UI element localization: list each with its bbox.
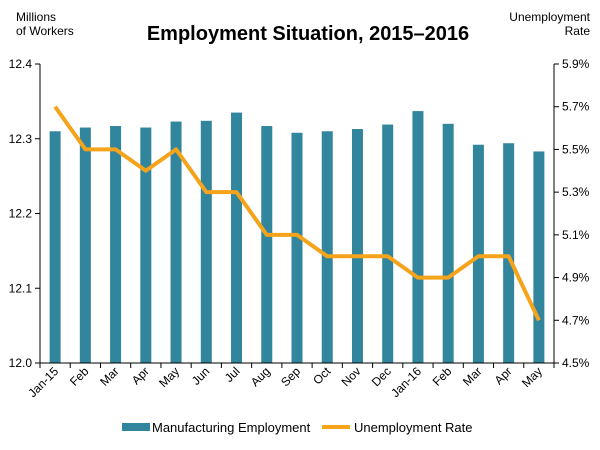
left-axis-tick-label: 12.0 xyxy=(9,356,33,370)
left-axis-label-line1: Millions xyxy=(16,10,56,24)
left-axis-tick-label: 12.2 xyxy=(9,207,33,221)
bar xyxy=(472,144,484,363)
right-axis-tick-label: 5.1% xyxy=(562,228,590,242)
bar xyxy=(140,127,152,363)
x-axis-tick-label: Apr xyxy=(492,364,515,387)
bar xyxy=(412,111,424,363)
bar xyxy=(442,123,454,363)
left-axis-tick-label: 12.1 xyxy=(9,281,33,295)
bar xyxy=(382,124,394,363)
line-series xyxy=(53,105,541,322)
bar xyxy=(79,127,91,363)
x-axis-tick-label: May xyxy=(156,364,182,390)
x-axis-tick-label: Jul xyxy=(222,364,243,385)
x-axis-tick-label: Apr xyxy=(129,364,152,387)
x-axis-tick-label: Jan-16 xyxy=(388,364,424,400)
chart-title: Employment Situation, 2015–2016 xyxy=(147,23,469,45)
x-axis-tick-label: May xyxy=(519,364,545,390)
right-axis-tick-label: 4.7% xyxy=(562,313,590,327)
bar xyxy=(503,143,515,363)
left-axis-tick-label: 12.3 xyxy=(9,132,33,146)
legend-label-manufacturing: Manufacturing Employment xyxy=(152,420,311,435)
right-axis-tick-label: 5.3% xyxy=(562,185,590,199)
bar-series xyxy=(49,111,545,364)
bar xyxy=(49,131,61,363)
right-axis-tick-label: 4.5% xyxy=(562,356,590,370)
right-axis: 4.5% 4.7% 4.9% 5.1% 5.3% 5.5% 5.7% 5.9% xyxy=(554,57,590,370)
legend-label-unemployment: Unemployment Rate xyxy=(354,420,473,435)
bar xyxy=(261,126,273,363)
bar xyxy=(321,131,333,363)
bar xyxy=(351,129,363,363)
right-axis-label-line2: Rate xyxy=(565,24,591,38)
bar xyxy=(170,121,182,364)
bar xyxy=(533,151,545,363)
left-axis-label-line2: of Workers xyxy=(16,24,74,38)
right-axis-tick-label: 5.9% xyxy=(562,57,590,71)
bar xyxy=(200,120,212,363)
x-axis-tick-label: Jun xyxy=(189,364,213,388)
right-axis-tick-label: 5.5% xyxy=(562,142,590,156)
legend: Manufacturing Employment Unemployment Ra… xyxy=(122,420,473,435)
right-axis-label-line1: Unemployment xyxy=(509,10,590,24)
bar xyxy=(110,126,122,363)
right-axis-tick-label: 4.9% xyxy=(562,271,590,285)
x-axis-tick-label: Oct xyxy=(310,364,334,388)
left-axis-tick-label: 12.4 xyxy=(9,57,33,71)
left-axis: 12.0 12.1 12.2 12.3 12.4 xyxy=(9,57,40,370)
right-axis-tick-label: 5.7% xyxy=(562,100,590,114)
bar xyxy=(291,132,303,363)
bar xyxy=(231,112,243,364)
x-axis: Jan-15 Feb Mar Apr May Jun Jul Aug Sep Oct Nov DecJ… xyxy=(25,363,555,400)
legend-swatch-manufacturing xyxy=(122,423,150,431)
